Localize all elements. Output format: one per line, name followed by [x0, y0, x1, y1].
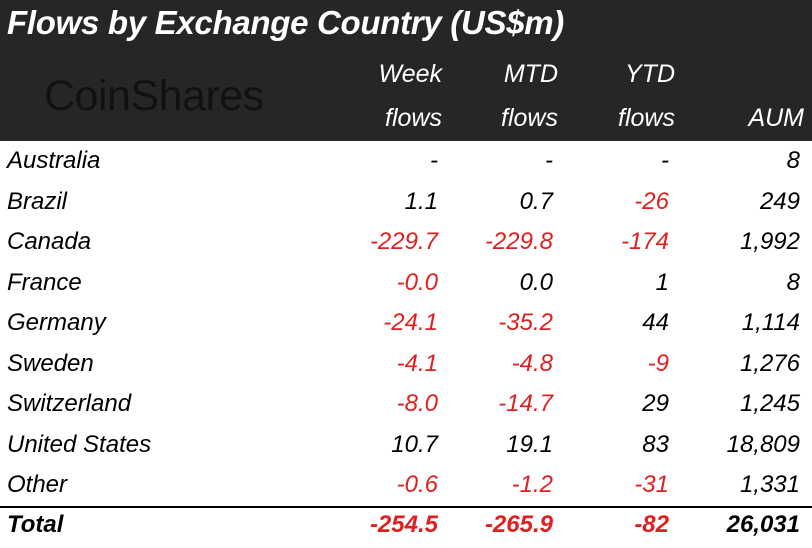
week-cell: -	[430, 147, 438, 174]
header-aum-line2: AUM	[748, 104, 804, 132]
mtd-cell: -229.8	[484, 228, 553, 255]
total-row: Total -254.5 -265.9 -82 26,031	[0, 505, 812, 545]
ytd-cell: -31	[634, 471, 669, 498]
header-ytd-line2: flows	[618, 104, 675, 132]
table-header: Flows by Exchange Country (US$m) CoinSha…	[0, 0, 812, 141]
week-cell: -229.7	[369, 228, 438, 255]
table-row: Australia - - - 8	[0, 141, 812, 181]
ytd-cell: 44	[642, 309, 669, 336]
ytd-cell: -26	[634, 187, 669, 215]
header-ytd-line1: YTD	[625, 60, 675, 88]
total-week: -254.5	[369, 511, 438, 538]
aum-cell: 8	[786, 268, 800, 296]
table-row: United States 10.7 19.1 83 18,809	[0, 425, 812, 465]
header-mtd-line1: MTD	[503, 60, 558, 88]
header-week-line2: flows	[385, 104, 442, 132]
header-week-line1: Week	[378, 60, 442, 88]
mtd-cell: -35.2	[498, 309, 553, 336]
table-row: Sweden -4.1 -4.8 -9 1,276	[0, 344, 812, 384]
mtd-cell: -14.7	[498, 390, 553, 417]
country-cell: Brazil	[7, 187, 68, 215]
mtd-cell: -	[545, 147, 553, 174]
country-cell: United States	[7, 430, 152, 458]
table-row: Brazil 1.1 0.7 -26 249	[0, 182, 812, 222]
country-cell: Other	[7, 471, 68, 498]
coinshares-logo: CoinShares	[44, 72, 264, 120]
mtd-cell: -4.8	[511, 349, 553, 377]
table-row: Other -0.6 -1.2 -31 1,331	[0, 465, 812, 505]
mtd-cell: 0.0	[519, 268, 553, 296]
week-cell: 10.7	[391, 430, 438, 458]
total-aum: 26,031	[726, 511, 800, 538]
week-cell: -8.0	[396, 390, 438, 417]
ytd-cell: 29	[642, 390, 669, 417]
table-row: Germany -24.1 -35.2 44 1,114	[0, 303, 812, 343]
ytd-cell: -174	[620, 228, 669, 255]
aum-cell: 1,114	[741, 309, 800, 336]
mtd-cell: 19.1	[506, 430, 553, 458]
country-cell: Sweden	[7, 349, 94, 377]
week-cell: 1.1	[404, 187, 438, 215]
ytd-cell: 83	[642, 430, 669, 458]
table-row: Canada -229.7 -229.8 -174 1,992	[0, 222, 812, 262]
country-cell: Switzerland	[7, 390, 132, 417]
total-divider	[0, 506, 812, 508]
country-cell: France	[7, 268, 82, 296]
aum-cell: 1,331	[739, 471, 800, 498]
country-cell: Germany	[7, 309, 106, 336]
week-cell: -24.1	[383, 309, 438, 336]
country-cell: Canada	[7, 228, 92, 255]
aum-cell: 18,809	[726, 430, 800, 458]
week-cell: -0.0	[396, 268, 438, 296]
aum-cell: 1,245	[739, 390, 800, 417]
aum-cell: 249	[759, 187, 800, 215]
aum-cell: 1,276	[739, 349, 800, 377]
table-title: Flows by Exchange Country (US$m)	[7, 4, 564, 41]
ytd-cell: -	[661, 147, 669, 174]
total-label: Total	[7, 511, 64, 538]
ytd-cell: 1	[655, 268, 669, 296]
week-cell: -0.6	[396, 471, 438, 498]
ytd-cell: -9	[647, 349, 669, 377]
aum-cell: 8	[786, 147, 800, 174]
total-ytd: -82	[634, 511, 669, 538]
table-row: Switzerland -8.0 -14.7 29 1,245	[0, 384, 812, 424]
country-cell: Australia	[7, 147, 101, 174]
table-row: France -0.0 0.0 1 8	[0, 263, 812, 303]
header-mtd-line2: flows	[501, 104, 558, 132]
aum-cell: 1,992	[739, 228, 800, 255]
mtd-cell: -1.2	[511, 471, 553, 498]
mtd-cell: 0.7	[519, 187, 553, 215]
week-cell: -4.1	[396, 349, 438, 377]
total-mtd: -265.9	[484, 511, 553, 538]
